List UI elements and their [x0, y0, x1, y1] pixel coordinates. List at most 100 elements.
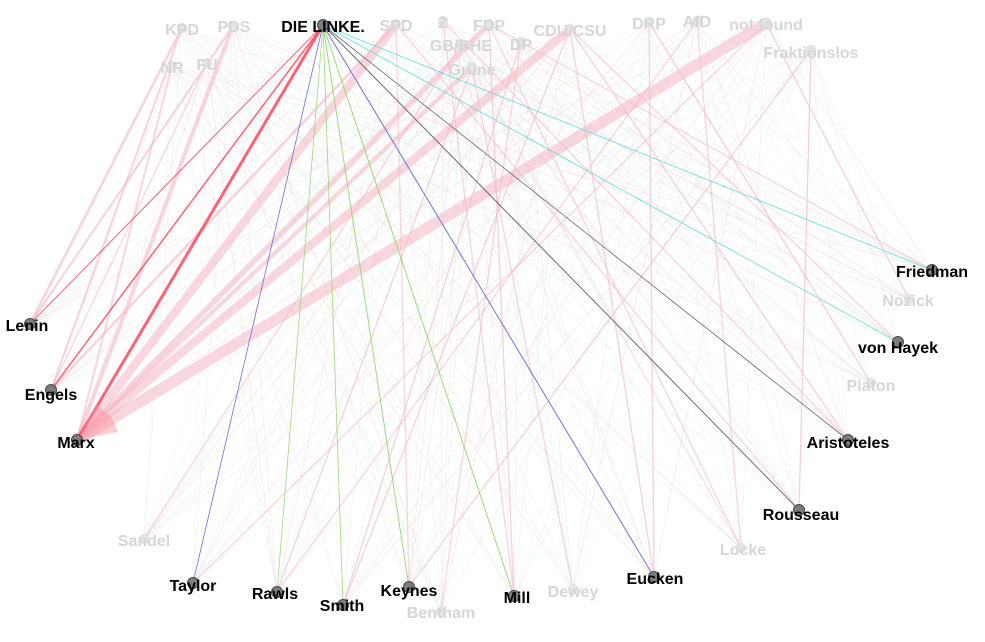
faint-edge [488, 23, 849, 441]
thinker-label-keynes: Keynes [381, 583, 438, 600]
faint-edge [171, 65, 515, 597]
party-node-nr[interactable] [167, 61, 177, 71]
thinker-node-nozick[interactable] [904, 294, 914, 304]
edge-not-found-to-nozick [765, 22, 910, 300]
party-node-fdp[interactable] [484, 19, 494, 29]
faint-edge [171, 65, 442, 613]
party-node-z[interactable] [438, 16, 448, 26]
thinker-node-rousseau[interactable] [793, 504, 805, 516]
thinker-label-aristoteles: Aristoteles [807, 435, 890, 452]
faint-edge [569, 28, 872, 384]
thinker-node-friedman[interactable] [926, 264, 938, 276]
party-node-fu[interactable] [202, 58, 212, 68]
faint-edge [520, 41, 899, 343]
faint-edge [76, 20, 698, 441]
party-node-spd[interactable] [391, 19, 401, 29]
faint-edge [76, 20, 444, 441]
thinker-node-bentham[interactable] [436, 607, 446, 617]
thinker-node-aristoteles[interactable] [842, 434, 854, 446]
thinker-label-rawls: Rawls [252, 586, 298, 603]
thinker-node-smith[interactable] [337, 599, 349, 611]
party-node-gruene[interactable] [467, 62, 477, 72]
edge-die-linke-to-marx [75, 23, 325, 442]
faint-edge [460, 43, 933, 271]
party-label-gb-bhe: GB/BHE [430, 38, 493, 55]
faint-edge [408, 23, 490, 588]
party-node-dp[interactable] [516, 37, 526, 47]
faint-edge [569, 28, 742, 549]
party-label-pds: PDS [218, 19, 251, 36]
edge-spd-to-engels [49, 22, 398, 392]
faint-edge [192, 43, 462, 584]
edge-die-linke-to-eucken [322, 24, 655, 578]
thinker-label-dewey: Dewey [548, 584, 599, 601]
faint-edge [143, 27, 183, 540]
party-node-not-found[interactable] [761, 18, 771, 28]
party-node-gb-bhe[interactable] [456, 39, 466, 49]
edge-die-linke-to-lenin [29, 24, 324, 325]
edge-afd-to-locke [696, 20, 742, 549]
thinker-node-mill[interactable] [508, 590, 520, 602]
faint-edge [488, 23, 910, 300]
thinker-node-dewey[interactable] [568, 584, 578, 594]
faint-edge [440, 22, 767, 613]
party-node-cdu-csu[interactable] [565, 24, 575, 34]
faint-edge [181, 27, 872, 384]
party-label-cdu-csu: CDU/CSU [534, 23, 607, 40]
thinker-node-eucken[interactable] [648, 571, 660, 583]
party-label-afd: AfD [683, 14, 711, 31]
edge-spd-to-rousseau [395, 23, 800, 511]
faint-edge [143, 49, 812, 540]
thinker-node-platon[interactable] [866, 378, 876, 388]
party-node-pds[interactable] [228, 21, 238, 31]
edge-cdu-csu-to-von-hayek [569, 28, 899, 343]
label-layer: KPD PDS DIE LINKE. SPD Z FDP CDU/CSU DRP AfD not … [6, 14, 968, 622]
edge-die-linke-to-aristoteles [322, 24, 849, 441]
thinker-node-keynes[interactable] [403, 581, 415, 593]
party-label-kpd: KPD [165, 22, 199, 39]
edge-die-linke-to-von-hayek [322, 24, 899, 343]
faint-edge [76, 49, 812, 441]
party-node-afd[interactable] [692, 16, 702, 26]
faint-edge [395, 23, 655, 578]
thinker-label-engels: Engels [25, 387, 78, 404]
faint-edge [181, 27, 515, 597]
edge-kpd-to-lenin [28, 26, 184, 326]
party-node-die-linke[interactable] [317, 19, 329, 31]
party-label-not-found: not found [729, 17, 803, 34]
thinker-node-engels[interactable] [45, 384, 57, 396]
faint-edge [520, 41, 849, 441]
edge-gruene-to-dewey [471, 66, 574, 590]
faint-edge [50, 41, 522, 391]
edge-die-linke-to-taylor [192, 24, 324, 584]
edge-z-to-mill [442, 20, 515, 597]
faint-edge [696, 20, 910, 300]
faint-edge [232, 25, 442, 613]
faint-edge [181, 27, 910, 300]
faint-edge [395, 23, 442, 613]
thinker-node-von-hayek[interactable] [892, 336, 904, 348]
thinker-node-taylor[interactable] [187, 577, 199, 589]
party-node-drp[interactable] [644, 17, 654, 27]
thinker-node-lenin[interactable] [24, 318, 36, 330]
edge-fdp-to-locke [488, 23, 742, 549]
thinker-label-bentham: Bentham [407, 605, 475, 622]
party-node-kpd[interactable] [177, 23, 187, 33]
thinker-node-marx[interactable] [71, 434, 83, 446]
faint-edge [206, 62, 574, 590]
faint-edge [206, 62, 872, 384]
faint-edge [76, 21, 650, 441]
thinker-label-smith: Smith [320, 598, 364, 615]
thinker-label-marx: Marx [57, 435, 94, 452]
faint-edge [488, 23, 574, 590]
faint-edge [29, 23, 397, 325]
edge-pds-to-lenin [28, 24, 235, 326]
faint-edge [471, 66, 742, 549]
party-node-fraktionslos[interactable] [806, 45, 816, 55]
thinker-node-rawls[interactable] [271, 586, 283, 598]
edge-gb-bhe-to-sandel [143, 43, 462, 540]
thinker-node-locke[interactable] [736, 543, 746, 553]
faint-edge [232, 25, 933, 271]
faint-edge [181, 27, 344, 606]
thinker-node-sandel[interactable] [139, 534, 149, 544]
